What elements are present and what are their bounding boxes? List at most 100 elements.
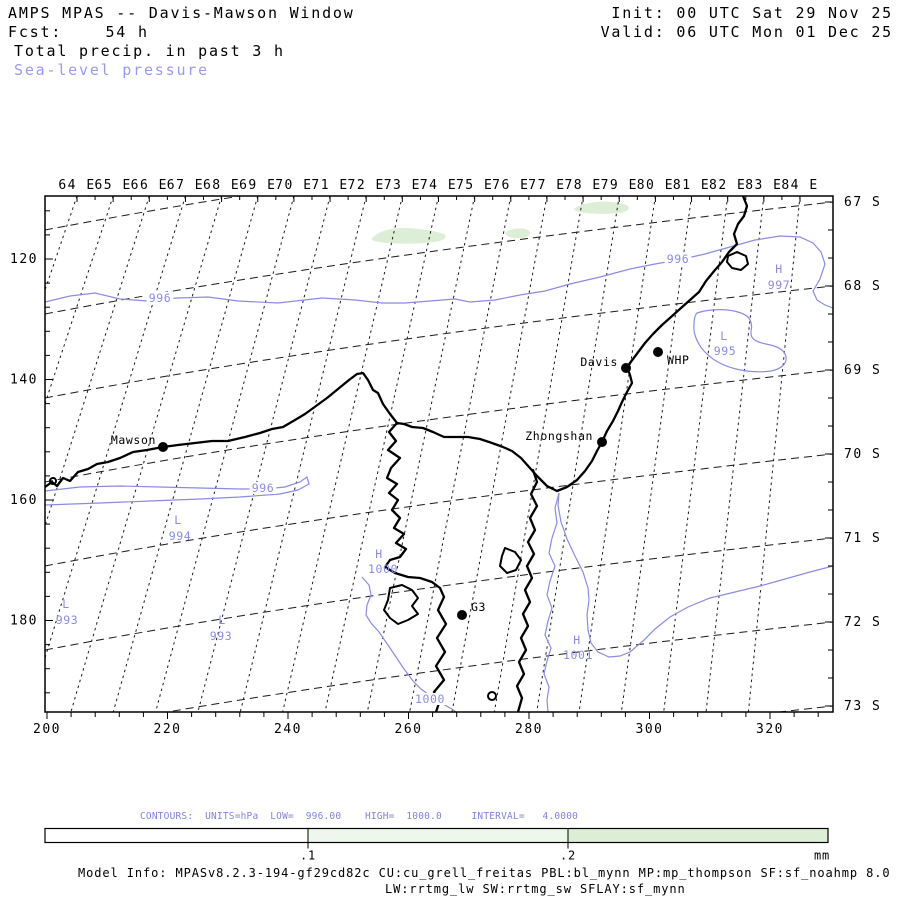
left-axis-label: 120: [10, 252, 38, 267]
colorbar-border: [44, 827, 829, 844]
init-time: Init: 00 UTC Sat 29 Nov 25: [611, 4, 893, 22]
meridian-line: [324, 196, 439, 712]
top-axis-label: 70 E: [275, 178, 312, 193]
pressure-center-label: L: [720, 329, 728, 343]
pressure-center-label: L: [62, 597, 70, 611]
bottom-axis-label: 220: [154, 722, 182, 737]
slp-contour-line: [693, 309, 787, 373]
contour-value-label: 996: [149, 291, 172, 305]
meridian-line: [451, 196, 548, 712]
parallel-line: [45, 369, 833, 483]
colorbar-segment: [308, 828, 568, 843]
meridian-line: [578, 196, 656, 712]
coastline: [45, 196, 749, 712]
chart-title: AMPS MPAS -- Davis-Mawson Window: [8, 4, 355, 22]
pressure-center-label: H: [775, 262, 783, 276]
contour-value-label: 1000: [368, 562, 398, 576]
pressure-center-label: H: [375, 547, 383, 561]
island-outline: [49, 477, 57, 485]
right-axis-label: 72 S: [844, 615, 881, 630]
top-axis-label: 72 E: [348, 178, 385, 193]
precip-patch: [371, 227, 446, 244]
contour-field-label: Sea-level pressure: [14, 61, 209, 79]
bottom-axis-label: 240: [274, 722, 302, 737]
precip-patch: [505, 228, 530, 239]
contour-value-label: 996: [667, 252, 690, 266]
meridian-line: [0, 196, 41, 712]
right-axis-label: 67 S: [844, 195, 881, 210]
top-axis-label: 64 E: [58, 178, 95, 193]
top-axis-label: 74 E: [420, 178, 457, 193]
top-axis-label: 66 E: [131, 178, 168, 193]
station-label: Mawson: [111, 433, 156, 447]
right-axis-label: 69 S: [844, 363, 881, 378]
right-axis-label: 70 S: [844, 447, 881, 462]
bottom-axis-label: 320: [756, 722, 784, 737]
meridian-line: [70, 196, 223, 712]
bottom-axis-label: 200: [33, 722, 61, 737]
contour-value-label: 1001: [563, 648, 593, 662]
meridian-line: [705, 196, 765, 712]
precip-colorbar: .1 .2 mm: [44, 827, 830, 863]
shaded-field-label: Total precip. in past 3 h: [14, 42, 285, 60]
contour-value-label: 993: [210, 629, 233, 643]
meridian-line: [366, 196, 476, 712]
top-axis-label: 65 E: [94, 178, 131, 193]
parallel-line: [164, 621, 833, 712]
station-label: Davis: [580, 355, 618, 369]
right-axis-label: 73 S: [844, 699, 881, 714]
meridian-line: [409, 196, 512, 712]
model-info-line2: LW:rrtmg_lw SW:rrtmg_sw SFLAY:sf_mynn: [385, 882, 686, 896]
colorbar-tick-label: .2: [560, 849, 576, 863]
pressure-center-label: L: [218, 613, 226, 627]
coastline-path: [45, 371, 448, 712]
left-axis-label: 180: [10, 614, 38, 629]
forecast-hour: Fcst: 54 h: [8, 23, 149, 41]
precip-shading: [371, 201, 629, 244]
bottom-axis-label: 280: [515, 722, 543, 737]
contour-value-label: 996: [252, 481, 275, 495]
colorbar-unit-label: mm: [814, 849, 830, 863]
precip-patch: [574, 201, 629, 214]
bottom-axis-label: 300: [636, 722, 664, 737]
colorbar-segment: [45, 828, 308, 843]
meridian-line: [620, 196, 693, 712]
contour-label-mask: [146, 292, 174, 304]
top-axis-label: 77 E: [528, 178, 565, 193]
pressure-center-label: H: [573, 633, 581, 647]
meridian-line: [239, 196, 367, 712]
meridian-line: [45, 196, 78, 292]
coastline-path: [395, 196, 749, 493]
island-outline: [726, 251, 749, 271]
pressure-contours: [45, 235, 833, 712]
right-axis-label: 71 S: [844, 531, 881, 546]
contour-legend-text: CONTOURS: UNITS=hPa LOW= 996.00 HIGH= 10…: [140, 811, 579, 822]
top-axis-label: 75 E: [456, 178, 493, 193]
island-outline: [499, 547, 522, 574]
station-dot: [457, 610, 467, 620]
parallel-line: [45, 201, 833, 315]
meridian-line: [493, 196, 584, 712]
valid-time: Valid: 06 UTC Mon 01 Dec 25: [600, 23, 893, 41]
island-outline: [383, 584, 419, 625]
station-dot: [653, 347, 663, 357]
map-frame-axes: 64 E65 E66 E67 E68 E69 E70 E71 E72 E73 E…: [10, 178, 881, 737]
top-axis-label: 78 E: [564, 178, 601, 193]
meridian-line: [747, 196, 801, 712]
meridian-line: [112, 196, 259, 712]
top-axis-label: 84 E: [781, 178, 818, 193]
colorbar-segment: [568, 828, 828, 843]
slp-contour-line: [557, 492, 833, 658]
station-label: G3: [471, 600, 486, 614]
lat-lon-graticule: [0, 196, 833, 712]
top-axis-label: 67 E: [167, 178, 204, 193]
pressure-center-label: L: [174, 513, 182, 527]
meridian-line: [197, 196, 331, 712]
top-axis-label: 79 E: [601, 178, 638, 193]
top-axis-label: 80 E: [637, 178, 674, 193]
slp-contour-line: [45, 476, 310, 506]
contour-value-label: 994: [169, 529, 192, 543]
station-markers: Mawson Davis WHP Zhongshan G3: [111, 347, 689, 620]
